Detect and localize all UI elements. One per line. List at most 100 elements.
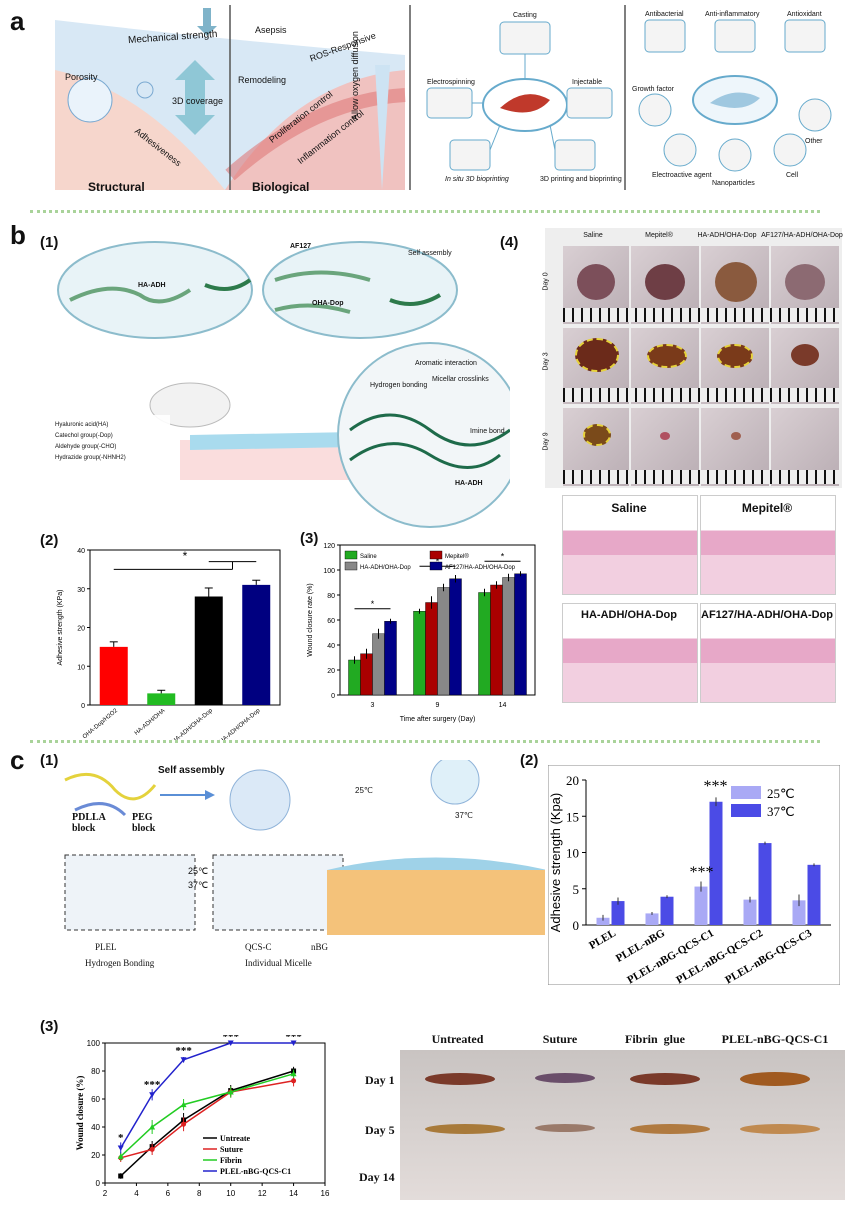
a-method-insitu: In situ 3D bioprinting — [445, 176, 509, 183]
c2-ytick-label: 15 — [566, 809, 579, 824]
b3-bar — [413, 611, 426, 696]
b1-schematic — [50, 241, 510, 528]
b1-ha-adh-2: HA-ADH — [455, 480, 483, 487]
b3-legend-label: Mepitel® — [445, 553, 469, 560]
b3-legend-label: Saline — [360, 554, 377, 560]
c1-legend-qcs: QCS-C — [245, 942, 272, 952]
c3-col-untreated: Untreated — [431, 1032, 484, 1046]
c3-point — [227, 1040, 234, 1046]
a-coverage-label: 3D coverage — [172, 96, 224, 106]
b3-ylabel: Wound closure rate (%) — [307, 583, 314, 656]
c3-xtick-label: 12 — [258, 1189, 267, 1198]
a-porosity-label: Porosity — [65, 72, 98, 82]
b2-bar — [242, 584, 271, 705]
c3-legend-label: Suture — [220, 1145, 243, 1154]
b3-xtick-label: 3 — [371, 702, 375, 709]
a-fn-other: Other — [805, 138, 823, 145]
b1-self-assembly: Self assembly — [408, 250, 452, 257]
c3-xtick-label: 2 — [103, 1189, 108, 1198]
c3-sig-star: * — [118, 1132, 124, 1144]
a-method-injectable: Injectable — [572, 79, 602, 86]
b2-sig-star: * — [183, 549, 188, 563]
b3-ytick-label: 40 — [327, 643, 335, 650]
b2-ytick-label: 0 — [81, 703, 85, 710]
c3-legend-label: Fibrin — [220, 1156, 242, 1165]
c2-ytick-label: 5 — [573, 882, 580, 897]
b2-label: (2) — [40, 532, 59, 549]
c2-chart-frame — [548, 765, 840, 985]
c3-point — [149, 1124, 156, 1130]
c1-peg: PEG block — [132, 812, 156, 834]
b3-sig-star: * — [436, 556, 440, 566]
c3-photo-grid: Untreated Suture Fibrin glue PLEL-nBG-QC… — [345, 1028, 845, 1200]
b2-ytick-label: 20 — [77, 626, 85, 633]
b1-micellar: Micellar crosslinks — [432, 376, 489, 383]
a-fn-antioxidant: Antioxidant — [787, 11, 822, 18]
histo-mepitel: Mepitel® — [741, 501, 793, 515]
c3-chart: 0 20 40 60 80 100 2 4 6 8 10 12 14 16 Wound closure (%… — [75, 1035, 330, 1198]
b1-af127: AF127 — [290, 243, 312, 250]
b2-bar — [194, 596, 223, 705]
panel-label-b: b — [10, 220, 26, 250]
c3-xtick-label: 14 — [289, 1189, 298, 1198]
c2-ytick-label: 0 — [573, 918, 580, 933]
b3-ytick-label: 80 — [327, 593, 335, 600]
a-remodeling-label: Remodeling — [238, 75, 287, 85]
c3-ytick-label: 40 — [91, 1123, 100, 1132]
b2-ytick-label: 10 — [77, 664, 85, 671]
b4-col-saline: Saline — [583, 232, 603, 239]
a-fn-electroactive: Electroactive agent — [652, 172, 712, 179]
b3-sig-star: * — [371, 599, 375, 609]
b3-legend-swatch — [429, 561, 443, 571]
c2-bar — [743, 899, 757, 925]
b2-ytick-label: 30 — [77, 587, 85, 594]
a-method-3dprinting: 3D printing and bioprinting — [540, 176, 622, 183]
c1-legend-micelle: Individual Micelle — [245, 958, 312, 968]
b3-bar — [384, 621, 397, 696]
c2-bar — [611, 901, 625, 925]
a-fn-antibacterial: Antibacterial — [645, 11, 684, 18]
histo-saline: Saline — [611, 501, 647, 515]
b3-ytick-label: 120 — [323, 543, 335, 550]
c3-point — [180, 1101, 187, 1108]
b3-bar — [348, 659, 361, 696]
c2-legend-label: 25℃ — [767, 786, 795, 801]
b3-legend-swatch — [429, 550, 443, 560]
b2-xtick-label: HA-ADH/OHA-Dop — [171, 708, 214, 740]
c3-plot-frame — [104, 1042, 326, 1184]
c3-sig-star: *** — [222, 1035, 239, 1043]
c2-bar — [694, 886, 708, 925]
b2-bar — [147, 693, 176, 705]
c3-point — [291, 1078, 297, 1084]
c3-row-day14: Day 14 — [357, 1170, 397, 1185]
b2-chart: 0 10 20 30 40 Adhesive strength (KPa) OHA-Dop/… — [57, 548, 281, 740]
b3-legend-label: HA-ADH/OHA-Dop — [360, 565, 411, 571]
b1-oha-dop: OHA-Dop — [312, 300, 344, 307]
b1-imine: Imine bond — [470, 428, 505, 435]
c1-legend-plel: PLEL — [95, 942, 117, 952]
c3-xtick-label: 8 — [197, 1189, 202, 1198]
b3-ytick-label: 100 — [323, 568, 335, 575]
c3-point — [149, 1092, 156, 1098]
c3-xtick-label: 10 — [226, 1189, 235, 1198]
b3-xtick-label: 9 — [436, 702, 440, 709]
c1-temp37: 37℃ — [455, 811, 473, 820]
b4-col-mepitel: Mepitel® — [645, 232, 673, 239]
c2-legend-label: 37℃ — [767, 804, 795, 819]
b1-hydrogen: Hydrogen bonding — [370, 382, 428, 389]
c1-legend-nbg: nBG — [311, 942, 329, 952]
b1-aromatic: Aromatic interaction — [415, 360, 477, 367]
c3-col-fibrin: Fibrin glue — [624, 1032, 685, 1046]
c2-bar — [807, 864, 821, 925]
c3-label: (3) — [40, 1018, 59, 1035]
b3-legend-label: AF127/HA-ADH/OHA-Dop — [445, 565, 516, 571]
b2-xtick-label: OHA-Dop/H2O2 — [82, 708, 120, 740]
b3-ytick-label: 0 — [331, 693, 335, 700]
b1-legend-ha: Hyaluronic acid(HA) — [55, 422, 109, 428]
c3-ytick-label: 80 — [91, 1067, 100, 1076]
c2-bar — [792, 900, 806, 925]
b3-bar — [360, 653, 373, 696]
c2-bar — [758, 843, 772, 925]
c1-temp25: 25℃ — [355, 786, 373, 795]
c3-xtick-label: 16 — [321, 1189, 330, 1198]
